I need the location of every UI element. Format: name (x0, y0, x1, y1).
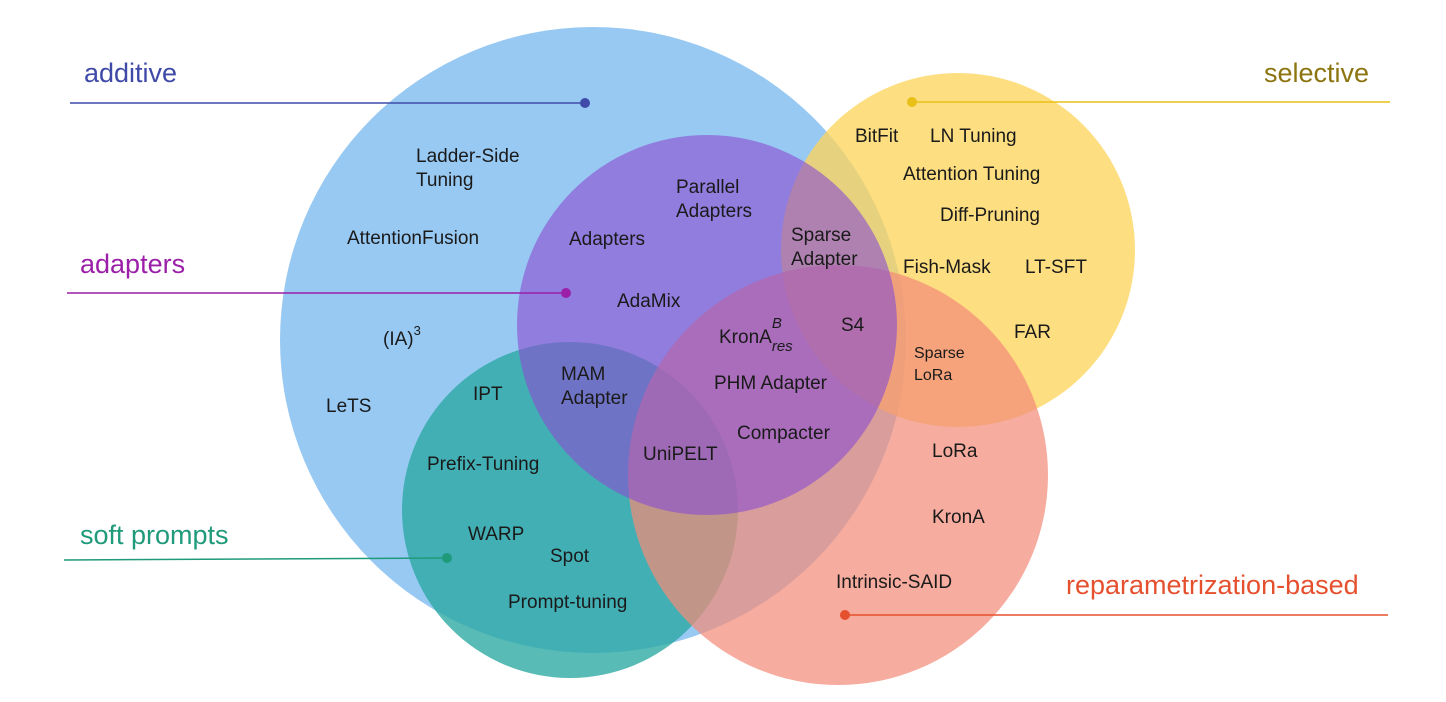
adapters-label: adapters (80, 249, 185, 279)
method-fish-mask: Fish-Mask (903, 257, 991, 278)
method-parallel-adapters-line2: Adapters (676, 201, 752, 222)
method-s4: S4 (841, 315, 865, 336)
method-sparse-adapter-line2: Adapter (791, 249, 858, 270)
adapters-set (517, 135, 897, 515)
method-krona: KronA (932, 507, 985, 528)
method-bitfit: BitFit (855, 126, 899, 147)
method-adapters: Adapters (569, 229, 645, 250)
method-ipt: IPT (473, 384, 503, 405)
method-prefix-tuning: Prefix-Tuning (427, 454, 539, 475)
method-adamix: AdaMix (617, 291, 681, 312)
method-sparse-lora-line1: Sparse (914, 345, 965, 362)
selective-label: selective (1264, 58, 1369, 88)
reparametrization-label: reparametrization-based (1066, 570, 1359, 600)
additive-label: additive (84, 58, 177, 88)
additive-leader (70, 98, 590, 108)
method-lt-sft: LT-SFT (1025, 257, 1087, 278)
method-diff-pruning: Diff-Pruning (940, 205, 1040, 226)
method-lora: LoRa (932, 441, 978, 462)
method-spot: Spot (550, 546, 590, 567)
method-intrinsic-said: Intrinsic-SAID (836, 572, 952, 593)
method-mam-adapter-line1: MAM (561, 364, 605, 385)
method-ladder-side-tuning-line2: Tuning (416, 170, 473, 191)
method-far: FAR (1014, 322, 1051, 343)
reparametrization-leader (840, 610, 1388, 620)
method-sparse-lora-line2: LoRa (914, 367, 952, 384)
method-sparse-adapter-line1: Sparse (791, 225, 851, 246)
method-unipelt: UniPELT (643, 444, 718, 465)
method-prompt-tuning: Prompt-tuning (508, 592, 627, 613)
selective-leader (907, 97, 1390, 107)
method-mam-adapter-line2: Adapter (561, 388, 628, 409)
method-krona-res: KronAB res (719, 315, 793, 355)
method-attention-fusion: AttentionFusion (347, 228, 479, 249)
soft-prompts-label: soft prompts (80, 520, 229, 550)
method-parallel-adapters-line1: Parallel (676, 177, 739, 198)
method-attention-tuning: Attention Tuning (903, 164, 1040, 185)
method-phm-adapter: PHM Adapter (714, 373, 828, 394)
method-ln-tuning: LN Tuning (930, 126, 1017, 147)
method-warp: WARP (468, 524, 524, 545)
soft-prompts-leader (63, 553, 452, 563)
method-ladder-side-tuning-line1: Ladder-Side (416, 146, 520, 167)
method-ia3: (IA)3 (383, 323, 421, 350)
method-lets: LeTS (326, 396, 371, 417)
adapters-leader (67, 288, 571, 298)
method-compacter: Compacter (737, 423, 831, 444)
